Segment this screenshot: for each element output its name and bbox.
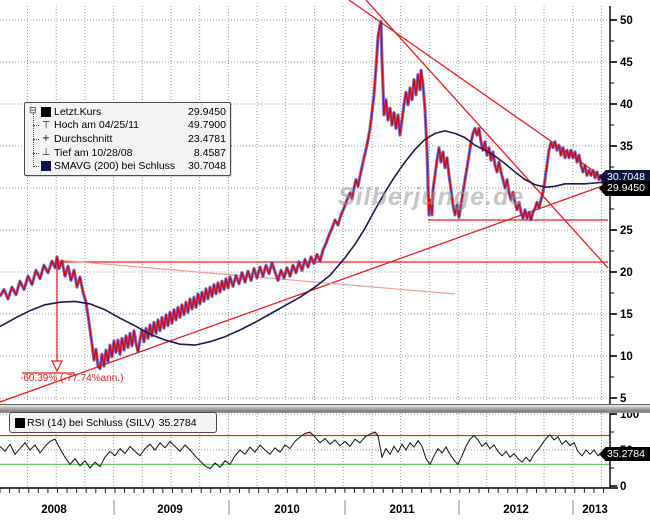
price-axis-label: 5 [620, 393, 627, 405]
legend-label: SMAVG (200) bei Schluss [54, 160, 176, 173]
legend-label: Durchschnitt [54, 132, 113, 145]
low-marker-icon: ⊥ [41, 147, 51, 159]
year-label: 2011 [390, 504, 416, 516]
tree-stub [33, 138, 39, 140]
rsi-value-tag: 35.2784 [599, 447, 650, 461]
price-axis-label: 20 [620, 267, 633, 279]
rsi-legend-label: RSI (14) bei Schluss (SILV) [27, 416, 155, 429]
legend-row-last-price: ⊟ Letzt.Kurs 29.9450 [29, 105, 226, 119]
price-axis-label: 35 [620, 141, 633, 153]
tree-stub [33, 166, 39, 168]
year-label: 2013 [582, 504, 608, 516]
last-price-tag: 29.9450 [599, 181, 650, 196]
legend-label: Hoch am 04/25/11 [54, 119, 140, 132]
price-axis-label: 25 [620, 225, 633, 237]
legend-value: 29.9450 [188, 105, 226, 118]
sma-price-tag: 30.7048 [599, 170, 650, 184]
legend-row-mean: + Durchschnitt 23.4781 [29, 132, 226, 146]
legend-row-high: ⊤ Hoch am 04/25/11 49.7900 [29, 119, 226, 133]
tree-stub [33, 152, 39, 154]
legend-row-low: ⊥ Tief am 10/28/08 8.4587 [29, 146, 226, 160]
legend-value: 49.7900 [188, 119, 226, 132]
price-axis-label: 50 [620, 15, 633, 27]
price-line-red [0, 21, 608, 370]
year-label: 2012 [503, 504, 529, 516]
black-square-icon [41, 106, 51, 117]
navy-square-icon [41, 161, 51, 172]
year-label: 2010 [274, 504, 300, 516]
price-axis-label: 40 [620, 99, 633, 111]
rsi-legend-box: RSI (14) bei Schluss (SILV) 35.2784 [9, 412, 217, 433]
drawdown-annotation: -60.39% (-77.74%ann.) [20, 373, 124, 384]
watermark-text: Silberjunge.de [338, 183, 525, 211]
legend-label: Tief am 10/28/08 [54, 146, 133, 159]
legend-value: 30.7048 [188, 160, 226, 173]
legend-value: 23.4781 [188, 132, 226, 145]
legend-tree-line [33, 113, 34, 167]
rsi-legend-value: 35.2784 [158, 416, 197, 429]
trend-line [0, 183, 609, 403]
black-square-icon [15, 417, 25, 428]
tree-stub [33, 125, 39, 127]
legend-row-smavg: SMAVG (200) bei Schluss 30.7048 [29, 159, 226, 173]
collapse-box-icon[interactable]: ⊟ [29, 105, 37, 115]
legend-value: 8.4587 [193, 146, 226, 159]
rsi-axis-label: 0 [620, 481, 626, 493]
price-axis-label: 15 [620, 309, 633, 321]
trend-line [365, 0, 609, 269]
drawdown-arrow-head [51, 360, 63, 373]
price-axis-label: 45 [620, 57, 633, 69]
price-legend-box: ⊟ Letzt.Kurs 29.9450 ⊤ Hoch am 04/25/11 … [24, 102, 231, 176]
year-label: 2009 [157, 504, 183, 516]
panel-separator-bar[interactable] [0, 404, 650, 413]
year-label: 2008 [41, 504, 67, 516]
rsi-line [0, 431, 607, 470]
sma-line [0, 130, 606, 346]
price-axis-label: 10 [620, 351, 633, 363]
mean-marker-icon: + [41, 133, 51, 145]
legend-label: Letzt.Kurs [54, 105, 102, 118]
high-marker-icon: ⊤ [41, 119, 51, 131]
